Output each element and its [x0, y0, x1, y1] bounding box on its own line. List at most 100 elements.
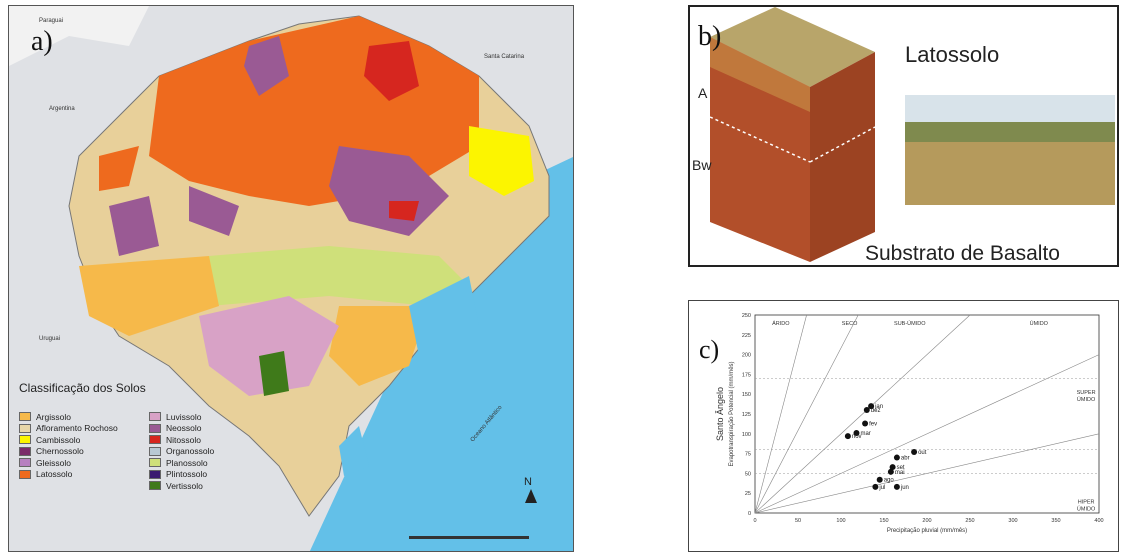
panel-b-label: b)	[698, 21, 722, 52]
y-tick-label: 75	[745, 452, 751, 458]
data-point-label: abr	[901, 456, 910, 462]
data-point-label: fev	[869, 422, 877, 428]
legend-swatch	[19, 412, 31, 422]
soil-map-panel: a) Paraguai Argentina Santa Catarina Uru…	[8, 5, 574, 552]
data-point-label: ago	[884, 478, 895, 484]
horizon-bw-label: Bw	[692, 157, 712, 173]
zone-line	[754, 314, 859, 514]
x-axis-label: Precipitação pluvial (mm/mês)	[887, 528, 967, 534]
scale-bar	[409, 536, 529, 539]
legend-item: Chernossolo	[19, 446, 118, 458]
x-tick-label: 250	[965, 518, 974, 524]
zone-label: ÚMIDO	[1077, 505, 1096, 512]
zone-label: ÚMIDO	[1077, 396, 1096, 403]
legend-swatch	[149, 469, 161, 479]
label-santa-catarina: Santa Catarina	[484, 54, 525, 60]
data-point	[872, 483, 879, 490]
legend-label: Cambissolo	[36, 434, 81, 445]
legend-label: Vertissolo	[166, 480, 203, 491]
legend-swatch	[149, 481, 161, 491]
legend-swatch	[19, 423, 31, 433]
zone-label: ÚMIDO	[1030, 320, 1049, 327]
data-point	[863, 407, 870, 414]
zone-label: SUB-ÚMIDO	[894, 320, 926, 327]
data-point-label: jun	[900, 485, 909, 491]
substrate-label: Substrato de Basalto	[865, 242, 1060, 265]
legend-swatch	[149, 423, 161, 433]
label-argentina: Argentina	[49, 106, 75, 112]
legend-item: Vertissolo	[149, 480, 214, 492]
y-tick-label: 175	[742, 372, 751, 378]
panel-a-label: a)	[31, 26, 53, 57]
zone-label: SECO	[842, 321, 858, 327]
zone-label: HIPER	[1078, 499, 1095, 505]
data-point-label: nov	[852, 434, 862, 440]
soil-block-illustration	[709, 7, 1115, 262]
legend-swatch	[19, 469, 31, 479]
climate-chart-panel: 0 50 100 150 200 250 300 350 400 0 25 50 75 100 125 150…	[688, 300, 1119, 552]
legend-item: Latossolo	[19, 469, 118, 481]
y-tick-label: 225	[742, 333, 751, 339]
climate-scatter-chart: 0 50 100 150 200 250 300 350 400 0 25 50 75 100 125 150…	[715, 313, 1104, 534]
data-point	[853, 430, 860, 437]
legend-swatch	[149, 446, 161, 456]
soil-title: Latossolo	[905, 42, 1000, 67]
legend-swatch	[149, 412, 161, 422]
x-tick-label: 200	[922, 518, 931, 524]
legend-item: Cambissolo	[19, 434, 118, 446]
data-point	[893, 454, 900, 461]
y-tick-label: 100	[742, 432, 751, 438]
legend-swatch	[19, 458, 31, 468]
legend-item: Nitossolo	[149, 434, 214, 446]
y-tick-label: 200	[742, 353, 751, 359]
side-label: Santo Ângelo	[715, 387, 725, 441]
legend-label: Organossolo	[166, 446, 215, 457]
legend-label: Nitossolo	[166, 434, 201, 445]
y-tick-label: 150	[742, 392, 751, 398]
north-arrow-shape-icon	[525, 489, 537, 503]
north-arrow-icon: N	[524, 476, 532, 488]
legend-item: Neossolo	[149, 423, 214, 435]
x-tick-label: 50	[795, 518, 801, 524]
data-point-label: mai	[895, 470, 905, 476]
legend-item: Gleissolo	[19, 457, 118, 469]
legend-item: Luvissolo	[149, 411, 214, 423]
y-tick-label: 125	[742, 412, 751, 418]
x-tick-label: 400	[1094, 518, 1103, 524]
soil-profile-panel: b) Latossolo A Bw Substrato de Basalto	[688, 5, 1119, 267]
x-tick-label: 0	[753, 518, 756, 524]
legend-item: Plintossolo	[149, 469, 214, 481]
x-tick-label: 350	[1051, 518, 1060, 524]
data-point-label: dez	[871, 408, 881, 414]
data-point	[911, 449, 918, 456]
legend-label: Planossolo	[166, 457, 208, 468]
y-tick-label: 50	[745, 471, 751, 477]
legend-swatch	[149, 458, 161, 468]
data-point	[889, 464, 896, 471]
y-axis-label: Evapotranspiração Potencial (mm/mês)	[729, 361, 735, 466]
horizon-a-label: A	[698, 85, 708, 101]
legend-label: Neossolo	[166, 423, 202, 434]
y-tick-label: 0	[748, 511, 751, 517]
zone-line	[754, 314, 971, 514]
data-point	[887, 468, 894, 475]
legend-label: Argissolo	[36, 411, 71, 422]
zone-label: SUPER	[1077, 390, 1096, 396]
x-tick-label: 100	[836, 518, 845, 524]
data-point-label: jul	[878, 485, 885, 491]
legend-label: Luvissolo	[166, 411, 202, 422]
data-point	[862, 420, 869, 427]
data-point-label: out	[918, 450, 927, 456]
legend-item: Organossolo	[149, 446, 214, 458]
data-point	[893, 483, 900, 490]
legend-swatch	[19, 435, 31, 445]
soil-legend: Classificação dos Solos Argissolo Afloram…	[19, 381, 279, 491]
legend-item: Argissolo	[19, 411, 118, 423]
x-tick-label: 150	[879, 518, 888, 524]
y-tick-label: 250	[742, 313, 751, 319]
label-paraguai: Paraguai	[39, 18, 64, 24]
legend-label: Afloramento Rochoso	[36, 423, 118, 434]
legend-item: Afloramento Rochoso	[19, 423, 118, 435]
zone-line	[754, 354, 1100, 514]
legend-label: Gleissolo	[36, 457, 71, 468]
